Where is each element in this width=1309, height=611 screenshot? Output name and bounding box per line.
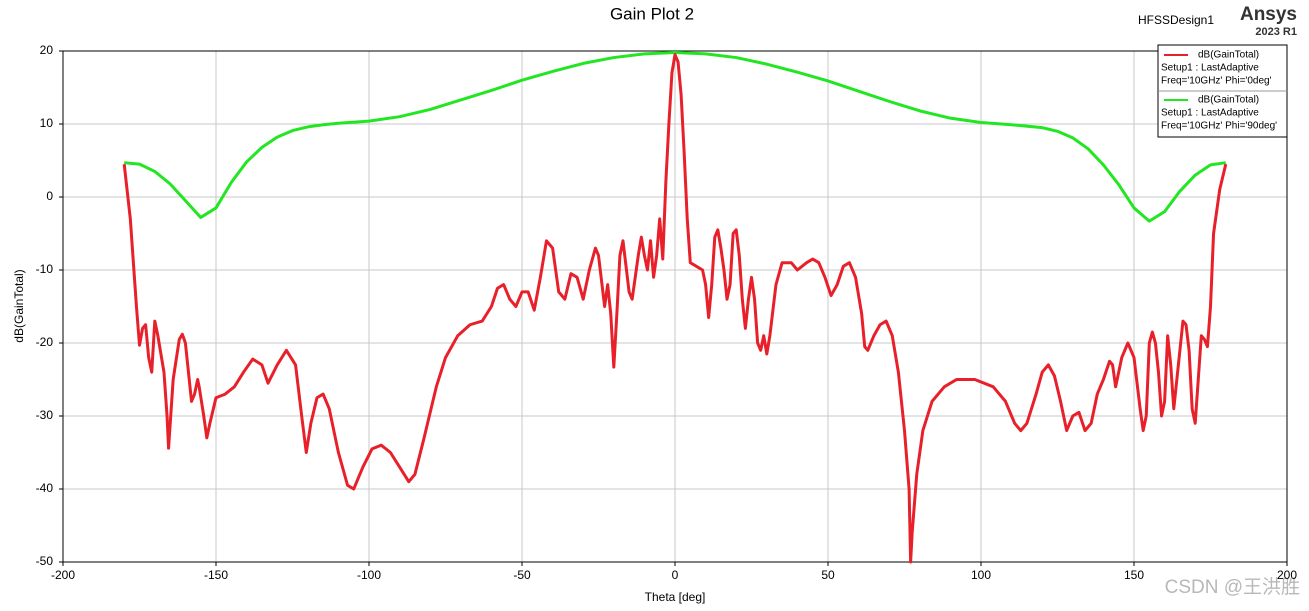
y-tick-label: -10: [36, 262, 54, 276]
series-line: [122, 53, 1228, 564]
y-tick-label: 10: [40, 116, 54, 130]
y-tick-label: -20: [36, 335, 54, 349]
legend-label: dB(GainTotal): [1198, 95, 1259, 106]
brand: Ansys: [1240, 4, 1297, 25]
x-tick-label: -200: [51, 568, 75, 582]
x-tick-label: 100: [971, 568, 991, 582]
chart-title: Gain Plot 2: [610, 4, 694, 23]
legend-detail: Setup1 : LastAdaptive: [1161, 63, 1259, 74]
legend-detail: Setup1 : LastAdaptive: [1161, 108, 1259, 119]
legend-detail: Freq='10GHz' Phi='0deg': [1161, 76, 1272, 87]
x-tick-label: -100: [357, 568, 381, 582]
x-tick-label: -50: [513, 568, 531, 582]
series-line: [124, 50, 1227, 223]
legend-detail: Freq='10GHz' Phi='90deg': [1161, 121, 1277, 132]
x-tick-label: 150: [1124, 568, 1144, 582]
legend-label: dB(GainTotal): [1198, 50, 1259, 61]
y-tick-label: -30: [36, 408, 54, 422]
version: 2023 R1: [1255, 26, 1297, 38]
x-tick-label: 50: [821, 568, 835, 582]
x-axis-label: Theta [deg]: [645, 590, 706, 604]
y-tick-label: 20: [40, 43, 54, 57]
x-tick-label: -150: [204, 568, 228, 582]
y-tick-label: -40: [36, 481, 54, 495]
x-tick-label: 200: [1277, 568, 1297, 582]
y-axis-label: dB(GainTotal): [12, 269, 26, 342]
x-tick-label: 0: [672, 568, 679, 582]
y-tick-label: 0: [46, 189, 53, 203]
watermark: CSDN @王洪胜: [1165, 576, 1300, 598]
design-name: HFSSDesign1: [1138, 13, 1214, 27]
y-tick-label: -50: [36, 554, 54, 568]
